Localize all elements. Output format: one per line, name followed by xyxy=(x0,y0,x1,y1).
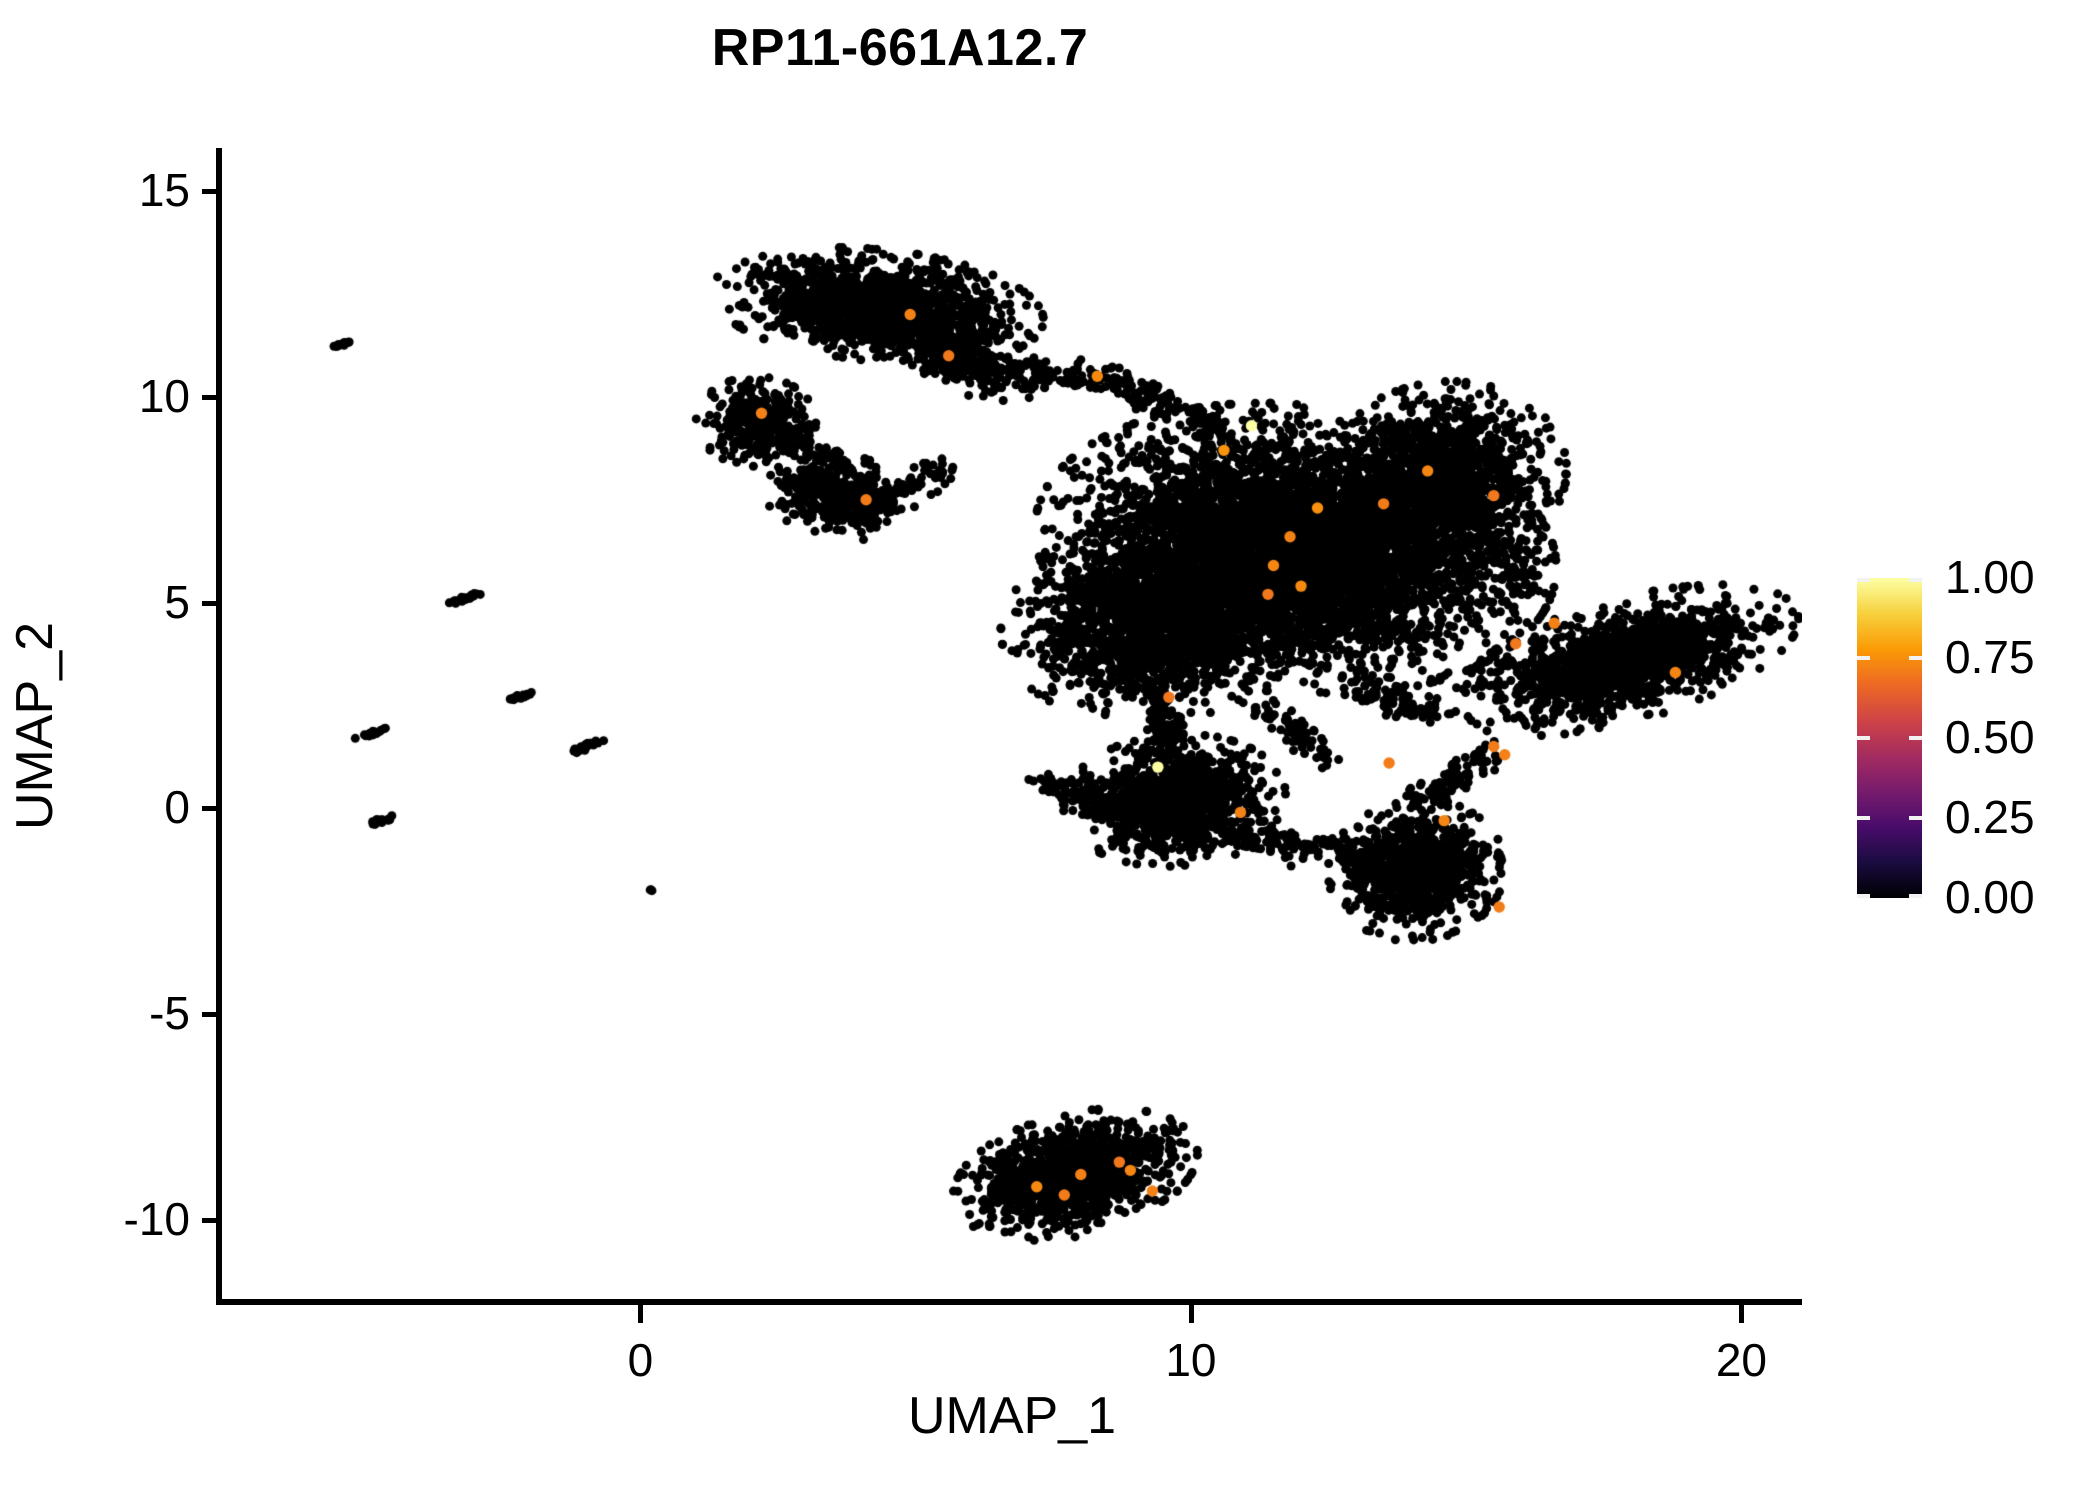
x-tick-label: 10 xyxy=(1165,1334,1217,1386)
x-tick-mark xyxy=(1739,1305,1745,1323)
y-tick-label: 10 xyxy=(138,369,190,422)
colorbar-tick-mark xyxy=(1857,894,1870,898)
colorbar-tick-label: 0.00 xyxy=(1945,871,2035,923)
y-tick-mark xyxy=(202,1217,220,1223)
y-tick-mark xyxy=(202,189,220,195)
y-tick-label: -5 xyxy=(149,987,190,1039)
colorbar-tick-mark xyxy=(1909,578,1922,582)
x-tick-mark xyxy=(1188,1305,1194,1323)
y-tick-label: -10 xyxy=(123,1192,190,1245)
y-tick-label: 5 xyxy=(164,575,190,628)
y-axis-line xyxy=(216,148,222,1304)
colorbar-tick-label: 1.00 xyxy=(1945,551,2035,603)
x-axis-line xyxy=(216,1299,1802,1305)
x-axis-title: UMAP_1 xyxy=(907,1387,1117,1445)
x-tick-label: 20 xyxy=(1715,1334,1768,1386)
colorbar-tick-mark xyxy=(1909,816,1922,820)
y-tick-label: 0 xyxy=(164,781,190,834)
scatter-plot-area xyxy=(222,150,1802,1302)
colorbar-tick-label: 0.75 xyxy=(1945,631,2035,683)
page-title: RP11-661A12.7 xyxy=(711,19,1089,77)
y-tick-mark xyxy=(202,394,220,400)
colorbar-tick-label: 0.25 xyxy=(1945,791,2035,843)
x-tick-mark xyxy=(638,1305,644,1323)
y-tick-mark xyxy=(202,806,220,812)
colorbar-tick-mark xyxy=(1857,656,1870,660)
colorbar-tick-mark xyxy=(1857,578,1870,582)
y-axis-title: UMAP_2 xyxy=(6,621,64,831)
colorbar-tick-label: 0.50 xyxy=(1945,711,2035,763)
colorbar-tick-mark xyxy=(1909,736,1922,740)
colorbar-tick-mark xyxy=(1857,816,1870,820)
x-tick-label: 0 xyxy=(627,1334,654,1386)
plot-panel xyxy=(222,150,1802,1302)
y-tick-mark xyxy=(202,600,220,606)
colorbar-legend: 1.00 0.75 0.50 0.25 0.00 xyxy=(1857,554,2077,920)
colorbar-tick-mark xyxy=(1857,736,1870,740)
colorbar-tick-mark xyxy=(1909,656,1922,660)
colorbar-tick-mark xyxy=(1909,894,1922,898)
y-tick-label: 15 xyxy=(138,164,190,217)
y-tick-mark xyxy=(202,1012,220,1017)
